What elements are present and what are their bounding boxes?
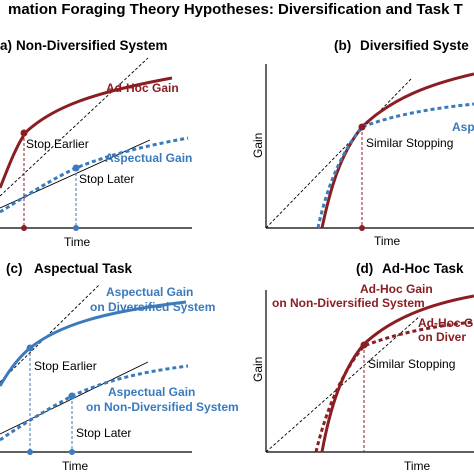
panel-c-solid-gain-label-line1: Aspectual Gain (106, 285, 193, 299)
panel-d-dotted-gain-label-line2: on Diver (418, 330, 466, 344)
panel-b: (b) Diversified Syste Asp Similar Stoppi… (251, 38, 474, 248)
panel-b-title: Diversified Syste (360, 38, 469, 53)
panel-a-stop-later-label: Stop Later (79, 172, 134, 186)
panel-d: (d) Ad-Hoc Task Ad-Hoc Gain on Non-Diver… (251, 261, 474, 473)
panel-c-tangent-solid (0, 283, 101, 383)
panel-c-x-marker-early (27, 449, 33, 455)
panel-c-solid-gain-label-line2: on Diversified System (90, 300, 215, 314)
panel-b-marker: (b) (334, 38, 351, 53)
panel-b-x-label: Time (374, 234, 401, 248)
panel-c-x-label: Time (62, 459, 89, 473)
panel-d-marker: (d) (356, 261, 373, 276)
panel-b-blue-gain-label: Asp (452, 120, 474, 134)
panel-c-solid-gain-curve (0, 300, 187, 387)
panel-a: a) Non-Diversified System Ad-Hoc Gain As… (0, 38, 192, 249)
panel-c-dotted-gain-label-line1: Aspectual Gain (108, 385, 195, 399)
panel-a-aspectual-gain-label: Aspectual Gain (105, 151, 192, 165)
panel-a-x-marker-blue (73, 225, 79, 231)
panel-c-title: Aspectual Task (34, 261, 133, 276)
panel-b-stop-label: Similar Stopping (366, 136, 453, 150)
panel-d-stop-point (360, 341, 368, 349)
panel-c-stop-earlier-label: Stop Earlier (34, 359, 97, 373)
panel-d-tangent (265, 315, 421, 453)
panel-d-dotted-gain-label-line1: Ad-Hoc G (418, 316, 473, 330)
panel-d-x-label: Time (404, 459, 431, 473)
panel-b-blue-gain-curve (316, 102, 474, 229)
panel-a-tangent-red (0, 57, 149, 197)
panel-a-adhoc-gain-curve (0, 76, 173, 189)
panel-c: (c) Aspectual Task Aspectual Gain on Div… (0, 261, 239, 473)
panel-c-stop-later-label: Stop Later (76, 426, 131, 440)
panel-b-red-gain-curve (320, 72, 474, 229)
panel-c-x-marker-late (69, 449, 75, 455)
panel-b-stop-point (358, 123, 366, 131)
panel-d-stop-label: Similar Stopping (368, 357, 455, 371)
panel-a-x-marker-red (21, 225, 27, 231)
figure-title: mation Foraging Theory Hypotheses: Diver… (8, 1, 463, 18)
panel-b-y-label: Gain (251, 133, 265, 158)
panel-c-dotted-gain-label-line2: on Non-Diversified System (86, 400, 239, 414)
panel-c-stop-earlier-point (26, 344, 34, 352)
panel-a-x-label: Time (64, 235, 91, 249)
panel-d-title: Ad-Hoc Task (382, 261, 464, 276)
panel-c-stop-later-point (68, 392, 76, 400)
panel-a-stop-later-point (72, 164, 80, 172)
panel-b-tangent (265, 77, 413, 229)
panel-b-x-marker (359, 225, 365, 231)
panel-a-adhoc-gain-label: Ad-Hoc Gain (106, 81, 179, 95)
panel-a-stop-earlier-label: Stop Earlier (26, 137, 89, 151)
panel-d-solid-gain-label-line2: on Non-Diversified System (272, 296, 425, 310)
panel-a-stop-earlier-point (20, 129, 28, 137)
panel-d-dotted-gain-curve (314, 320, 474, 453)
panel-a-marker: a) (0, 38, 12, 53)
panel-c-marker: (c) (6, 261, 23, 276)
panel-d-y-label: Gain (251, 357, 265, 382)
panel-d-solid-gain-label-line1: Ad-Hoc Gain (360, 282, 433, 296)
panel-a-title: Non-Diversified System (16, 38, 168, 53)
